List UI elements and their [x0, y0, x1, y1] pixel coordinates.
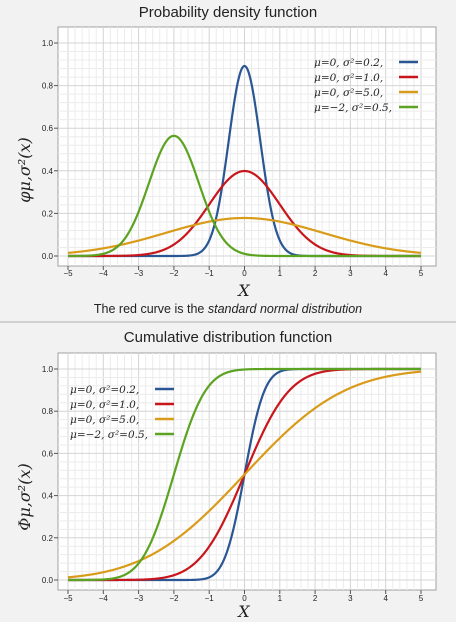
cdf-series-line-2 [67, 370, 422, 579]
cdf-x-tick-label: 3 [348, 594, 353, 603]
pdf-y-tick-label: 0.2 [42, 209, 54, 218]
pdf-chart: −5 −4 −3 −2 −1 0 1 2 3 4 5 0.0 0.2 0.4 0.6 0.8 1.0 μ=0, σ… [15, 26, 437, 300]
cdf-legend-label: μ=−2, σ²=0.5, [70, 429, 148, 441]
pdf-y-tick: 0.4 [42, 167, 58, 176]
cdf-y-tick-label: 0.2 [42, 534, 54, 543]
cdf-x-axis-label: X [236, 602, 250, 621]
pdf-y-tick: 0.0 [42, 252, 58, 261]
cdf-x-tick-label: −2 [169, 594, 179, 603]
cdf-x-tick-label: −4 [99, 594, 109, 603]
cdf-legend: μ=0, σ²=0.2, μ=0, σ²=1.0, μ=0, σ²=5.0, μ=−2… [70, 384, 174, 441]
cdf-x-tick: 3 [348, 590, 353, 603]
pdf-x-tick: 1 [278, 266, 283, 278]
pdf-x-tick-label: −1 [205, 269, 215, 278]
cdf-x-tick-label: 0 [242, 594, 247, 603]
pdf-y-tick-label: 1.0 [42, 39, 54, 48]
pdf-y-tick-label: 0.8 [42, 82, 54, 91]
pdf-y-tick-label: 0.4 [42, 167, 54, 176]
pdf-legend-label: μ=−2, σ²=0.5, [314, 102, 392, 114]
cdf-x-tick-label: 1 [278, 594, 283, 603]
pdf-x-tick-label: 5 [419, 269, 424, 278]
cdf-y-tick: 0.2 [42, 534, 58, 543]
cdf-chart: −5 −4 −3 −2 −1 0 1 2 3 4 5 0.0 0.2 0.4 0.6 0.8 1.0 μ=0, σ… [15, 352, 437, 621]
cdf-y-tick-label: 0.8 [42, 407, 54, 416]
pdf-y-tick-label: 0.6 [42, 124, 54, 133]
pdf-x-tick: −2 [169, 266, 179, 278]
pdf-x-tick: 5 [419, 266, 424, 278]
pdf-legend-label: μ=0, σ²=5.0, [314, 87, 383, 99]
pdf-x-tick-label: 1 [278, 269, 283, 278]
pdf-series-line-2 [67, 216, 422, 254]
pdf-x-axis-label: X [236, 281, 250, 300]
pdf-y-tick: 0.2 [42, 209, 58, 218]
pdf-panel: −5 −4 −3 −2 −1 0 1 2 3 4 5 0.0 0.2 0.4 0.6 0.8 1.0 μ=0, σ… [0, 4, 456, 316]
cdf-x-tick: 4 [383, 590, 388, 603]
cdf-y-tick: 0.4 [42, 492, 58, 501]
pdf-x-tick: 3 [348, 266, 353, 278]
cdf-series-line-3 [67, 367, 422, 582]
cdf-x-tick: −4 [99, 590, 109, 603]
pdf-y-axis-label: φμ,σ²(x) [15, 137, 34, 203]
pdf-y-tick-label: 0.0 [42, 252, 54, 261]
cdf-x-tick: −3 [134, 590, 144, 603]
pdf-y-tick: 1.0 [42, 39, 58, 48]
cdf-x-tick: 0 [242, 590, 247, 603]
pdf-x-tick-label: 4 [383, 269, 388, 278]
pdf-x-tick: −3 [134, 266, 144, 278]
pdf-series-line-3 [67, 134, 422, 258]
cdf-legend-label: μ=0, σ²=1.0, [70, 399, 139, 411]
pdf-x-tick-label: −3 [134, 269, 144, 278]
pdf-x-tick: 0 [242, 266, 247, 278]
pdf-x-tick-label: 3 [348, 269, 353, 278]
cdf-y-tick-label: 0.0 [42, 576, 54, 585]
cdf-y-tick: 1.0 [42, 365, 58, 374]
pdf-grid [58, 27, 436, 266]
panel-divider [0, 321, 456, 323]
cdf-y-tick: 0.6 [42, 449, 58, 458]
cdf-x-tick: −1 [205, 590, 215, 603]
caption-prefix: The red curve is the [93, 302, 208, 316]
cdf-y-tick-label: 0.4 [42, 492, 54, 501]
pdf-x-tick-label: 0 [242, 269, 247, 278]
cdf-x-tick-label: 2 [313, 594, 318, 603]
cdf-y-axis-label: Φμ,σ²(x) [15, 463, 34, 530]
cdf-x-tick: 1 [278, 590, 283, 603]
pdf-x-tick: −1 [205, 266, 215, 278]
cdf-x-tick: 5 [419, 590, 424, 603]
cdf-legend-label: μ=0, σ²=5.0, [70, 414, 139, 426]
pdf-y-tick: 0.6 [42, 124, 58, 133]
pdf-legend-label: μ=0, σ²=0.2, [314, 57, 383, 69]
pdf-x-tick-label: −2 [169, 269, 179, 278]
cdf-x-tick: −2 [169, 590, 179, 603]
pdf-x-tick: 2 [313, 266, 318, 278]
pdf-chart-title: Probability density function [138, 4, 318, 21]
cdf-panel: −5 −4 −3 −2 −1 0 1 2 3 4 5 0.0 0.2 0.4 0.6 0.8 1.0 μ=0, σ… [0, 323, 456, 622]
pdf-x-tick: −5 [63, 266, 73, 278]
cdf-grid [58, 353, 436, 590]
cdf-y-tick: 0.0 [42, 576, 58, 585]
pdf-x-tick-label: 2 [313, 269, 318, 278]
cdf-y-tick: 0.8 [42, 407, 58, 416]
pdf-x-tick: −4 [99, 266, 109, 278]
figure-caption: The red curve is the standard normal dis… [0, 302, 456, 316]
cdf-x-tick-label: −5 [63, 594, 73, 603]
cdf-y-tick-label: 1.0 [42, 365, 54, 374]
cdf-x-tick-label: 5 [419, 594, 424, 603]
cdf-x-tick-label: −3 [134, 594, 144, 603]
pdf-legend: μ=0, σ²=0.2, μ=0, σ²=1.0, μ=0, σ²=5.0, μ=−2… [314, 57, 418, 114]
pdf-y-tick: 0.8 [42, 82, 58, 91]
cdf-x-tick: −5 [63, 590, 73, 603]
pdf-x-tick-label: −5 [63, 269, 73, 278]
cdf-x-tick: 2 [313, 590, 318, 603]
cdf-x-tick-label: 4 [383, 594, 388, 603]
cdf-x-tick-label: −1 [205, 594, 215, 603]
cdf-y-tick-label: 0.6 [42, 449, 54, 458]
pdf-x-tick-label: −4 [99, 269, 109, 278]
pdf-legend-label: μ=0, σ²=1.0, [314, 72, 383, 84]
caption-emphasis: standard normal distribution [207, 302, 363, 316]
cdf-legend-label: μ=0, σ²=0.2, [70, 384, 139, 396]
pdf-x-tick: 4 [383, 266, 388, 278]
cdf-chart-title: Cumulative distribution function [123, 329, 333, 346]
